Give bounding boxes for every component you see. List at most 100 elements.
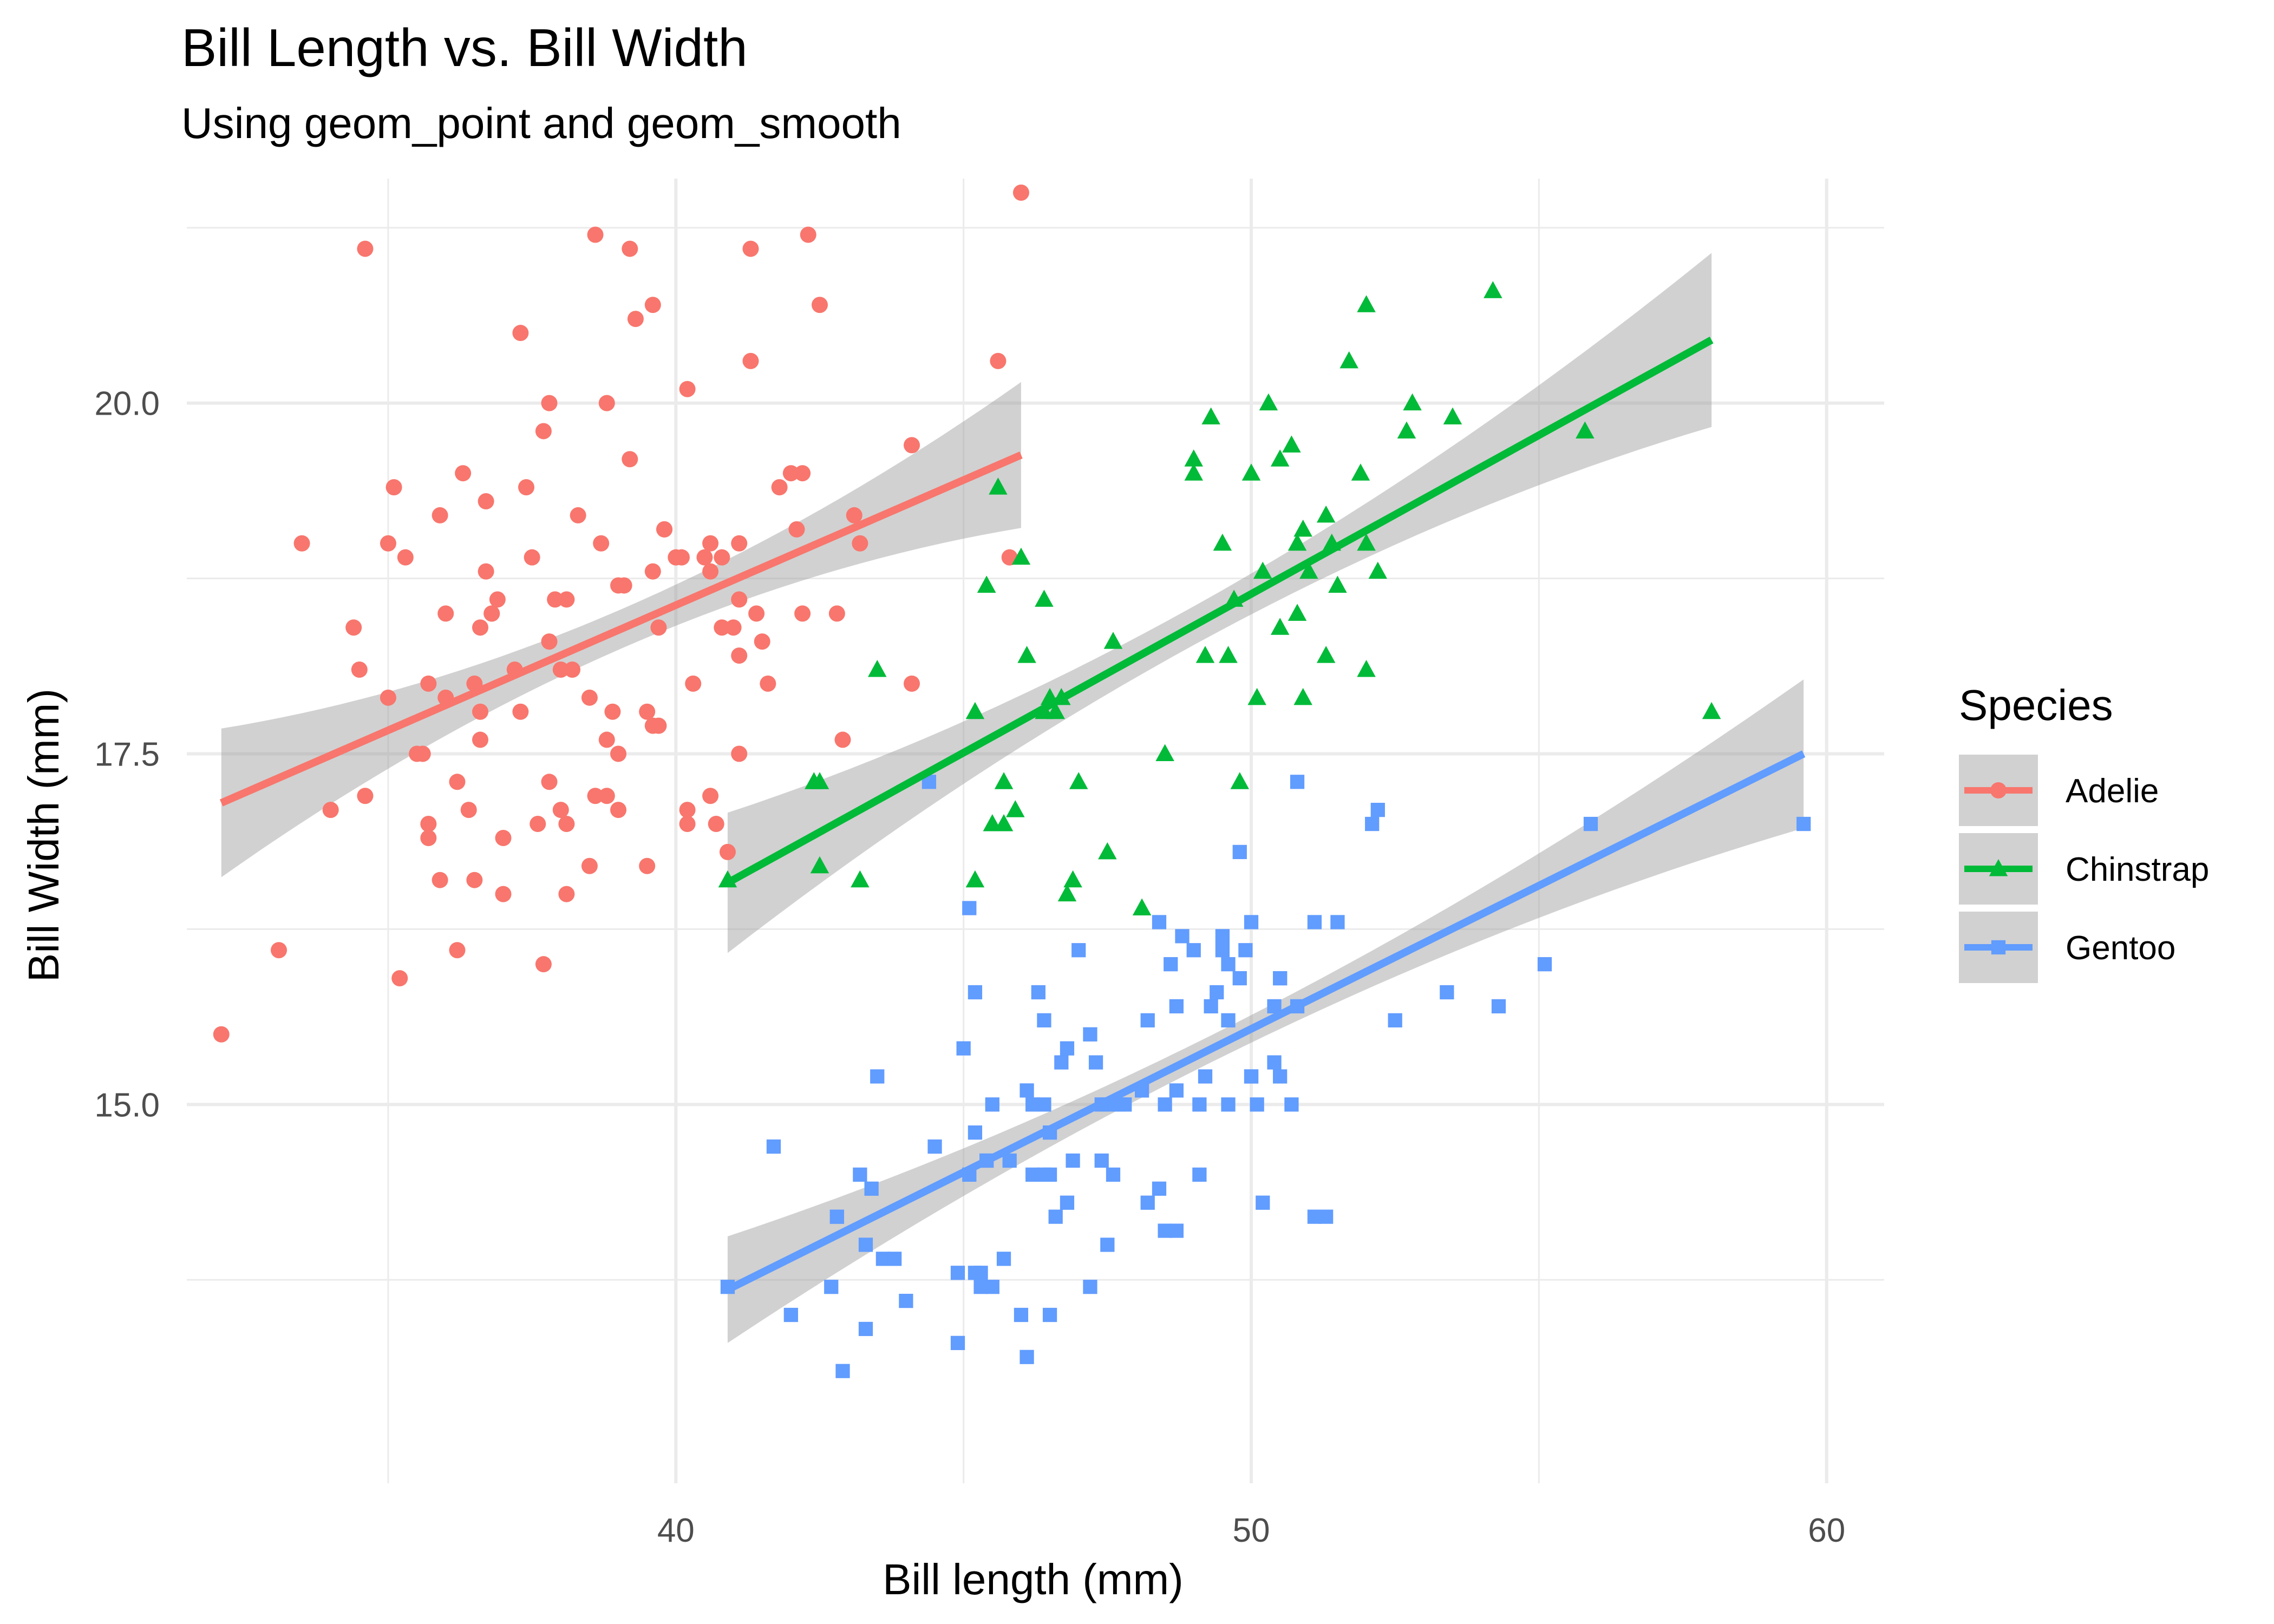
data-point-chinstrap xyxy=(1403,393,1422,411)
data-point-gentoo xyxy=(870,1069,885,1084)
data-point-gentoo xyxy=(1244,915,1259,929)
data-point-chinstrap xyxy=(1270,618,1290,635)
data-point-adelie xyxy=(541,774,558,790)
data-point-adelie xyxy=(524,549,540,566)
data-point-chinstrap xyxy=(1247,687,1266,705)
data-point-adelie xyxy=(846,507,862,523)
data-point-gentoo xyxy=(1370,803,1385,817)
data-point-gentoo xyxy=(1140,1195,1155,1210)
data-point-chinstrap xyxy=(1184,463,1203,481)
data-point-adelie xyxy=(904,675,920,692)
data-point-gentoo xyxy=(1232,971,1247,986)
data-point-chinstrap xyxy=(1357,659,1376,677)
data-point-adelie xyxy=(357,788,374,804)
legend-label: Chinstrap xyxy=(2066,851,2209,888)
data-point-gentoo xyxy=(1204,999,1218,1014)
data-point-adelie xyxy=(432,507,448,523)
data-point-chinstrap xyxy=(977,575,996,593)
data-point-adelie xyxy=(558,591,575,608)
data-point-adelie xyxy=(731,591,748,608)
data-point-gentoo xyxy=(962,901,977,915)
data-point-gentoo xyxy=(887,1252,902,1266)
data-point-chinstrap xyxy=(1576,421,1595,438)
data-point-adelie xyxy=(656,521,673,538)
data-point-chinstrap xyxy=(1195,646,1215,663)
data-point-gentoo xyxy=(996,1252,1011,1266)
data-point-chinstrap xyxy=(1339,351,1358,369)
data-point-adelie xyxy=(800,226,816,243)
data-point-adelie xyxy=(1012,184,1029,201)
data-point-gentoo xyxy=(1256,1195,1270,1210)
data-point-chinstrap xyxy=(1288,533,1307,551)
data-point-chinstrap xyxy=(1253,561,1272,579)
data-point-adelie xyxy=(679,802,696,818)
data-point-adelie xyxy=(794,605,811,622)
data-point-gentoo xyxy=(1169,1223,1184,1238)
data-point-gentoo xyxy=(1020,1083,1034,1098)
data-point-chinstrap xyxy=(1017,646,1036,663)
data-point-gentoo xyxy=(1071,943,1086,958)
y-axis-title: Bill Width (mm) xyxy=(19,689,68,982)
data-point-gentoo xyxy=(1054,1055,1069,1070)
data-point-adelie xyxy=(357,240,374,257)
fit-line xyxy=(726,750,1806,1293)
data-point-adelie xyxy=(719,843,736,860)
data-point-gentoo xyxy=(1273,971,1288,986)
data-point-gentoo xyxy=(1152,1181,1167,1196)
legend-label: Gentoo xyxy=(2066,929,2175,967)
data-point-adelie xyxy=(558,816,575,833)
data-point-chinstrap xyxy=(965,702,985,719)
legend-key-marker xyxy=(1989,859,2008,876)
data-point-adelie xyxy=(512,325,529,342)
data-point-gentoo xyxy=(1140,1013,1155,1027)
data-point-adelie xyxy=(351,661,368,678)
data-point-adelie xyxy=(564,661,581,678)
data-point-chinstrap xyxy=(1484,281,1502,298)
data-point-adelie xyxy=(610,802,627,818)
data-point-adelie xyxy=(714,549,730,566)
data-point-chinstrap xyxy=(1282,435,1301,453)
data-point-adelie xyxy=(834,731,851,748)
data-point-adelie xyxy=(380,689,396,706)
data-point-chinstrap xyxy=(868,659,887,677)
data-point-gentoo xyxy=(1066,1153,1080,1168)
data-point-chinstrap xyxy=(1213,533,1232,551)
data-point-gentoo xyxy=(1537,957,1552,972)
data-point-adelie xyxy=(771,479,788,496)
data-point-gentoo xyxy=(1583,816,1598,831)
data-point-adelie xyxy=(828,605,845,622)
data-point-chinstrap xyxy=(1219,646,1238,663)
data-point-adelie xyxy=(731,647,748,664)
data-point-adelie xyxy=(725,619,742,636)
data-point-adelie xyxy=(788,521,805,538)
data-point-gentoo xyxy=(1042,1307,1057,1322)
data-point-gentoo xyxy=(1083,1027,1097,1042)
y-tick-label: 17.5 xyxy=(94,736,160,773)
data-point-adelie xyxy=(489,591,506,608)
data-point-gentoo xyxy=(1164,957,1178,972)
data-point-gentoo xyxy=(1037,1013,1051,1027)
data-point-chinstrap xyxy=(1328,575,1347,593)
data-point-gentoo xyxy=(1106,1167,1121,1182)
data-point-gentoo xyxy=(1244,1069,1259,1084)
data-point-adelie xyxy=(627,311,644,328)
legend-label: Adelie xyxy=(2066,772,2159,810)
data-point-adelie xyxy=(598,788,615,804)
data-point-gentoo xyxy=(1002,1153,1017,1168)
legend-title: Species xyxy=(1959,681,2113,729)
data-point-adelie xyxy=(650,619,667,636)
data-point-gentoo xyxy=(968,1125,983,1140)
data-point-gentoo xyxy=(1083,1280,1097,1294)
data-point-gentoo xyxy=(1175,929,1190,944)
data-point-gentoo xyxy=(1198,1069,1213,1084)
data-point-chinstrap xyxy=(1293,687,1312,705)
data-point-adelie xyxy=(742,240,759,257)
data-point-adelie xyxy=(598,731,615,748)
data-point-chinstrap xyxy=(1201,407,1220,425)
data-point-gentoo xyxy=(829,1209,844,1224)
data-point-chinstrap xyxy=(989,477,1008,495)
data-point-adelie xyxy=(495,829,512,846)
data-point-gentoo xyxy=(1014,1307,1029,1322)
data-point-gentoo xyxy=(1158,1097,1172,1112)
